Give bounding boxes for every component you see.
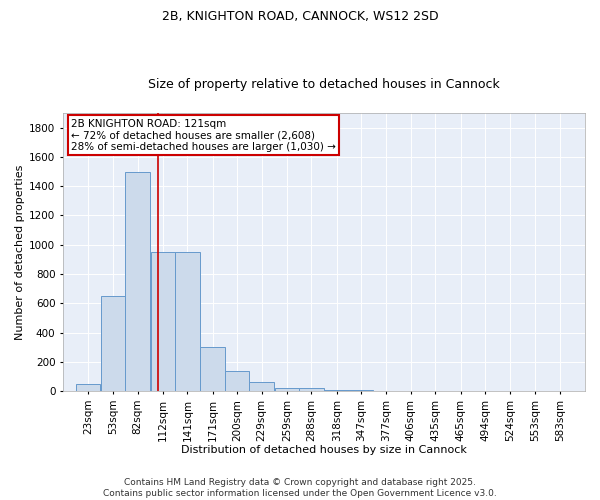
X-axis label: Distribution of detached houses by size in Cannock: Distribution of detached houses by size … (181, 445, 467, 455)
Bar (325, 390, 349, 391)
Bar (299, 388, 323, 391)
Bar (151, 252, 175, 391)
Bar (275, 388, 299, 391)
Bar (101, 296, 125, 391)
Bar (250, 382, 274, 391)
Bar (125, 172, 150, 391)
Text: 2B, KNIGHTON ROAD, CANNOCK, WS12 2SD: 2B, KNIGHTON ROAD, CANNOCK, WS12 2SD (161, 10, 439, 23)
Bar (225, 372, 250, 391)
Y-axis label: Number of detached properties: Number of detached properties (15, 164, 25, 340)
Text: 2B KNIGHTON ROAD: 121sqm
← 72% of detached houses are smaller (2,608)
28% of sem: 2B KNIGHTON ROAD: 121sqm ← 72% of detach… (71, 118, 336, 152)
Bar (200, 347, 225, 391)
Bar (349, 390, 373, 391)
Title: Size of property relative to detached houses in Cannock: Size of property relative to detached ho… (148, 78, 500, 91)
Text: Contains HM Land Registry data © Crown copyright and database right 2025.
Contai: Contains HM Land Registry data © Crown c… (103, 478, 497, 498)
Bar (175, 252, 200, 391)
Bar (76, 384, 100, 391)
